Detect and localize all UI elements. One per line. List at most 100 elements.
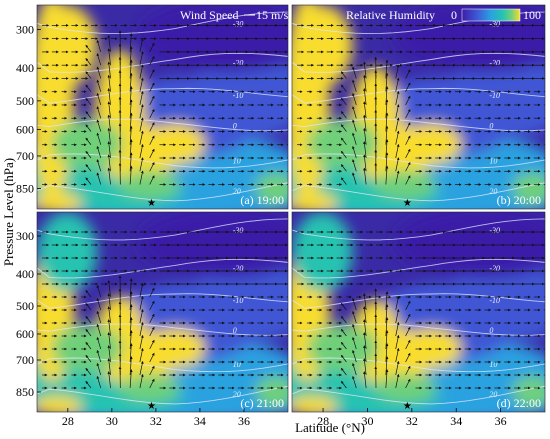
isotherm-line <box>292 385 545 405</box>
wind-vector <box>352 92 357 106</box>
y-tick-label: 500 <box>16 299 34 313</box>
wind-vector <box>395 347 400 363</box>
wind-vector <box>85 164 92 172</box>
wind-vector <box>340 341 347 350</box>
wind-vector <box>149 175 155 185</box>
wind-vector <box>139 37 144 52</box>
wind-vector <box>139 77 144 92</box>
wind-vector <box>363 167 367 185</box>
isotherm-label: -20 <box>489 58 500 67</box>
wind-vector <box>85 289 92 298</box>
wind-vector <box>139 157 144 172</box>
wind-vector <box>149 69 155 79</box>
wind-vector <box>96 92 102 106</box>
wind-vector <box>352 159 357 172</box>
wind-vector <box>149 135 155 145</box>
isotherm-label: -10 <box>489 296 500 305</box>
wind-vector <box>385 369 389 389</box>
wind-vector <box>352 132 357 145</box>
x-tick-label: 34 <box>450 414 462 428</box>
humidity-legend: Relative Humidity 0 100 <box>346 8 541 22</box>
x-tick-label: 36 <box>495 414 507 428</box>
isotherm-line <box>37 323 288 336</box>
y-tick-label: 600 <box>16 327 34 341</box>
wind-vector <box>405 378 411 389</box>
wind-vector <box>395 64 400 79</box>
wind-vector <box>96 53 102 66</box>
y-ticks-top: 300 400 500 600 700 850 <box>16 22 41 196</box>
rh-patch <box>292 396 338 412</box>
isotherm-line <box>37 182 288 202</box>
panel-label: (a) 19:00 <box>240 193 284 207</box>
wind-vector <box>96 132 102 145</box>
x-tick-label: 28 <box>62 414 74 428</box>
wind-vector <box>96 349 102 363</box>
wind-vector <box>405 122 411 132</box>
location-marker-star: ★ <box>403 198 412 209</box>
wind-vector <box>96 159 102 172</box>
isotherm-label: 0 <box>233 122 237 131</box>
panel-d: -30 -20 -10 0 10 20 ★ <box>292 212 545 412</box>
isotherm-label: 20 <box>489 390 497 399</box>
wind-vector <box>139 130 144 145</box>
isotherm-line <box>292 323 545 336</box>
wind-speed-legend: Wind Speed 15 m/s <box>180 8 289 22</box>
isotherm-line <box>292 52 545 73</box>
x-tick-label: 36 <box>238 414 250 428</box>
wind-vector <box>395 117 400 132</box>
x-tick-label: 30 <box>361 414 373 428</box>
wind-vector <box>385 165 389 185</box>
wind-vector <box>352 323 357 337</box>
rh-patch <box>255 376 288 408</box>
wind-vector <box>139 90 144 106</box>
x-ticks-right: 28 30 32 34 36 <box>317 408 507 428</box>
wind-vector <box>363 371 367 389</box>
panel-label: (c) 21:00 <box>240 396 284 410</box>
rh-patch <box>512 376 545 408</box>
wind-vector <box>85 177 92 185</box>
wind-vector <box>96 375 102 389</box>
y-ticks-bottom: 300 400 500 600 700 850 <box>16 229 41 399</box>
isotherm-label: 0 <box>233 326 237 335</box>
wind-vector <box>395 143 400 159</box>
isotherm-line <box>292 258 545 279</box>
wind-vector <box>139 143 144 159</box>
wind-vector <box>149 378 155 389</box>
wind-vector <box>395 104 400 119</box>
wind-vector <box>395 90 400 106</box>
isotherms: -30 -20 -10 0 10 20 <box>292 218 545 405</box>
wind-legend-label: Wind Speed <box>180 8 239 22</box>
y-tick-label: 700 <box>16 353 34 367</box>
y-tick-label: 400 <box>16 267 34 281</box>
x-tick-label: 30 <box>106 414 118 428</box>
panel-c: -30 -20 -10 0 10 20 ★ <box>37 212 288 412</box>
isotherm-label: 20 <box>233 187 241 196</box>
wind-vector <box>85 315 92 324</box>
wind-vector <box>85 71 92 79</box>
wind-vectors <box>297 230 545 390</box>
wind-vector <box>395 130 400 145</box>
wind-vector <box>96 297 102 311</box>
humidity-legend-min: 0 <box>451 8 457 22</box>
wind-vector <box>395 77 400 92</box>
wind-vector <box>139 308 144 324</box>
wind-vector <box>352 297 357 311</box>
rh-patch <box>512 172 545 205</box>
x-tick-label: 32 <box>406 414 418 428</box>
y-tick-label: 500 <box>16 94 34 108</box>
wind-vector <box>340 367 347 376</box>
wind-vector <box>395 321 400 337</box>
isotherm-label: 10 <box>489 360 497 369</box>
wind-vector <box>149 352 155 363</box>
wind-vector <box>405 326 411 337</box>
wind-vector <box>85 150 92 159</box>
wind-vector <box>149 365 155 376</box>
y-axis-label: Pressure Level (hPa) <box>1 158 16 266</box>
wind-vector <box>149 95 155 106</box>
wind-vector <box>340 177 347 185</box>
wind-legend-value: 15 m/s <box>256 8 289 22</box>
isotherm-label: -30 <box>233 226 244 235</box>
wind-vector <box>85 84 92 92</box>
wind-vector <box>149 287 155 298</box>
wind-vector <box>96 310 102 324</box>
